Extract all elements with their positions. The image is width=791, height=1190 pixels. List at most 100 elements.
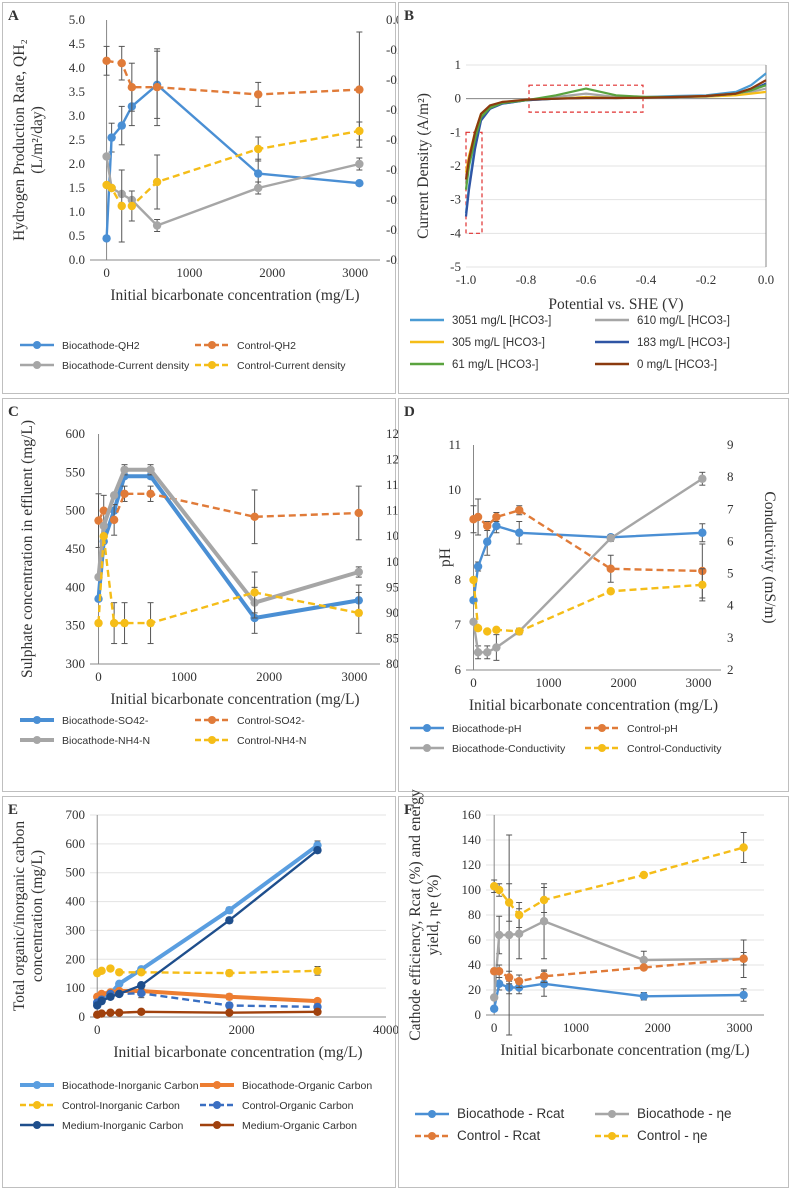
data-point [115,989,124,999]
data-point [515,528,524,537]
y-tick-label: 11 [448,437,461,452]
y-tick-label: 0 [455,91,462,106]
data-point [492,512,501,522]
panel-frame [2,796,396,1188]
data-point [313,846,322,855]
data-point [489,993,499,1002]
data-point [492,625,501,635]
y-axis-label: Total organic/inorganic carbon [11,821,28,1012]
y2-axis-label: Conductivity (mS/m) [761,491,778,623]
y-tick-label: 300 [66,656,86,671]
legend-marker [213,1081,221,1089]
series-1 [469,498,707,599]
legend-item: 610 mg/L [HCO3-] [595,315,730,327]
y-tick-label: 8 [455,572,462,587]
y-tick-label: 400 [66,579,86,594]
legend-item: Control-Inorganic Carbon [20,1100,180,1112]
data-point [473,512,483,522]
y-tick-label: 500 [66,503,86,518]
data-point [254,183,263,193]
legend-item: Control-SO42- [195,715,305,727]
data-point [250,588,259,597]
data-point [137,1007,146,1017]
y2-tick-label: 4 [727,598,734,613]
panel-c: C300350400450500550600808590951001051101… [2,398,437,792]
legend-item: 0 mg/L [HCO3-] [595,359,717,371]
data-point [494,930,504,940]
legend-item: 183 mg/L [HCO3-] [595,337,730,349]
y-tick-label: 0 [475,1007,482,1022]
data-point [698,528,707,537]
data-point [109,515,119,525]
x-tick-label: 1000 [171,669,197,684]
data-point [106,964,115,973]
legend-label: Biocathode-QH2 [62,340,140,352]
x-tick-label: 2000 [229,1022,255,1037]
legend-item: 61 mg/L [HCO3-] [410,359,539,371]
y-axis-label: Sulphate concentration in effluent (mg/L… [19,420,36,678]
data-point [606,534,615,543]
data-point [483,537,492,546]
legend-label: 305 mg/L [HCO3-] [452,337,545,349]
x-tick-label: 3000 [686,675,712,690]
data-point [355,159,364,169]
y-tick-label: 20 [468,982,481,997]
data-point [97,996,106,1006]
legend-marker [608,1110,616,1118]
y2-tick-label: 3 [727,630,734,645]
legend-label: Biocathode-Conductivity [452,743,566,755]
legend-label: Biocathode-SO42- [62,715,149,727]
legend-label: Control - Rcat [457,1128,541,1143]
y-tick-label: 80 [468,907,481,922]
y-tick-label: -1 [450,124,461,139]
data-point [494,979,504,988]
legend-label: Medium-Organic Carbon [242,1120,357,1132]
series-3 [94,532,363,645]
panel-f: F 0 20 40 60 80 100 120 140 160 0 1000 2000 3000 Initi… [398,789,789,1188]
y-tick-label: 2.5 [69,132,85,147]
y-tick-label: 3.0 [69,108,85,123]
y2-tick-label: 5 [727,566,734,581]
data-point [109,491,119,500]
data-point [94,594,103,604]
series-3 [469,568,707,636]
legend-item: Control - Rcat [415,1128,541,1143]
y-tick-label: 140 [462,832,482,847]
x-tick-label: 2000 [611,675,637,690]
data-point [504,973,514,982]
legend-label: Biocathode-Inorganic Carbon [62,1080,199,1092]
data-point [515,627,524,636]
data-point [473,562,483,571]
y-tick-label: 160 [462,807,482,822]
legend-label: Biocathode-Organic Carbon [242,1080,372,1092]
y-tick-label: 350 [66,618,86,633]
legend-marker [33,1081,41,1089]
data-point [137,968,146,977]
y2-tick-label: 2 [727,662,734,677]
x-tick-label: -0.4 [636,272,657,287]
y2-tick-label: 9 [727,437,734,452]
data-point [97,989,106,999]
x-axis-label: Initial bicarbonate concentration (mg/L) [110,287,359,304]
y-tick-label: -4 [450,225,461,240]
legend-marker [33,1101,41,1109]
data-point [225,1008,234,1017]
legend-item: Biocathode-Conductivity [410,743,566,755]
x-axis-label: Initial bicarbonate concentration (mg/L) [110,691,359,708]
data-point [225,992,234,1001]
panel-letter: B [404,8,414,24]
x-tick-label: -0.2 [696,272,717,287]
data-point [514,977,524,986]
panel-b: B 1 0 -1 -2 -3 -4 -5-1.0 -0.8 -0.6 -0.4 -0.2 0.0 Pote… [398,2,789,394]
y-tick-label: 200 [66,951,86,966]
series-2 [93,964,322,978]
data-point [494,967,504,976]
legend-item: Biocathode-Inorganic Carbon [20,1080,199,1092]
y-tick-label: 1.5 [69,180,85,195]
data-point [120,489,129,498]
y-axis-label: pH [437,548,454,567]
data-point [313,1007,322,1017]
data-point [146,465,155,474]
data-point [99,506,108,515]
data-point [97,1009,106,1018]
